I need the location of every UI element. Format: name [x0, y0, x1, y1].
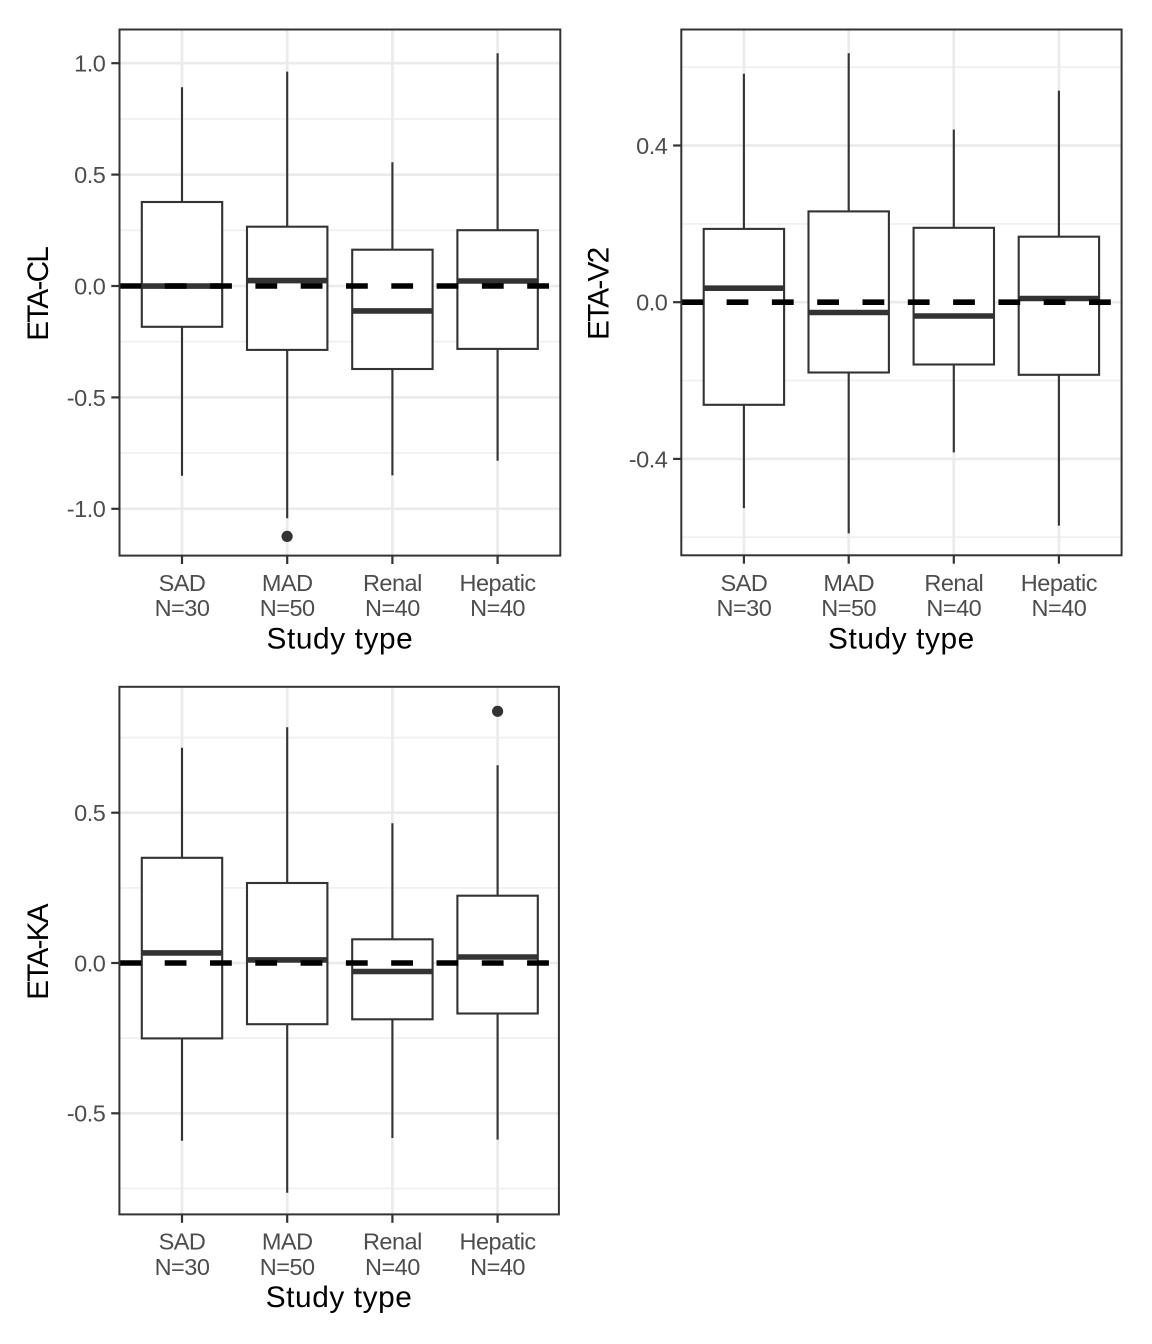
svg-text:MAD: MAD: [262, 1229, 313, 1255]
svg-text:Renal: Renal: [363, 1229, 422, 1255]
svg-text:N=40: N=40: [470, 1254, 525, 1280]
svg-text:N=50: N=50: [260, 1254, 315, 1280]
svg-text:N=40: N=40: [365, 1254, 420, 1280]
svg-text:SAD: SAD: [720, 570, 767, 596]
svg-text:1.0: 1.0: [74, 51, 106, 77]
svg-text:ETA-CL: ETA-CL: [22, 247, 55, 341]
svg-text:N=30: N=30: [716, 595, 771, 621]
svg-text:Hepatic: Hepatic: [1021, 570, 1098, 596]
svg-text:MAD: MAD: [262, 570, 313, 596]
svg-text:MAD: MAD: [823, 570, 874, 596]
svg-text:ETA-V2: ETA-V2: [583, 247, 616, 340]
svg-text:Hepatic: Hepatic: [460, 1229, 537, 1255]
svg-text:-0.5: -0.5: [67, 385, 106, 411]
svg-text:0.0: 0.0: [636, 290, 668, 316]
svg-text:N=30: N=30: [155, 595, 210, 621]
svg-text:0.5: 0.5: [74, 162, 106, 188]
svg-text:SAD: SAD: [159, 570, 206, 596]
svg-text:-0.4: -0.4: [629, 446, 668, 472]
svg-text:Hepatic: Hepatic: [460, 570, 537, 596]
svg-text:N=50: N=50: [260, 595, 315, 621]
svg-text:Study type: Study type: [267, 622, 414, 655]
svg-text:-1.0: -1.0: [67, 496, 106, 522]
svg-text:N=40: N=40: [926, 595, 981, 621]
svg-text:Study type: Study type: [266, 1281, 413, 1314]
svg-text:0.4: 0.4: [636, 133, 668, 159]
svg-text:N=30: N=30: [155, 1254, 210, 1280]
svg-text:0.0: 0.0: [74, 273, 106, 299]
svg-text:Renal: Renal: [924, 570, 983, 596]
svg-text:-0.5: -0.5: [67, 1101, 106, 1127]
svg-text:N=40: N=40: [1031, 595, 1086, 621]
svg-text:Renal: Renal: [363, 570, 422, 596]
svg-text:SAD: SAD: [159, 1229, 206, 1255]
svg-text:N=50: N=50: [821, 595, 876, 621]
svg-text:0.5: 0.5: [74, 800, 106, 826]
svg-text:N=40: N=40: [365, 595, 420, 621]
svg-text:Study type: Study type: [828, 622, 975, 655]
svg-text:ETA-KA: ETA-KA: [22, 903, 55, 1000]
svg-text:0.0: 0.0: [74, 950, 106, 976]
svg-text:N=40: N=40: [470, 595, 525, 621]
